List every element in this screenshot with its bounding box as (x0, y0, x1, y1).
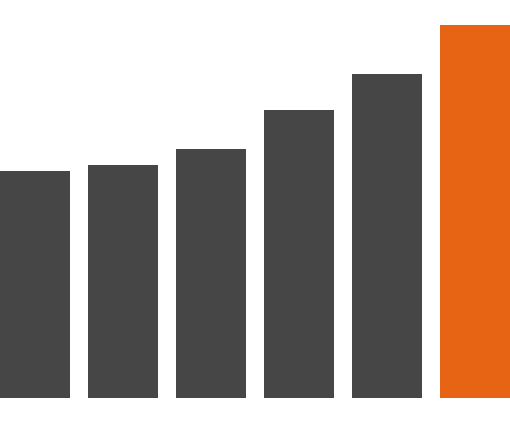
bar (352, 74, 422, 398)
bar (440, 25, 510, 398)
bar (0, 171, 70, 398)
bar (176, 149, 246, 398)
bar (88, 165, 158, 398)
bar (264, 110, 334, 398)
